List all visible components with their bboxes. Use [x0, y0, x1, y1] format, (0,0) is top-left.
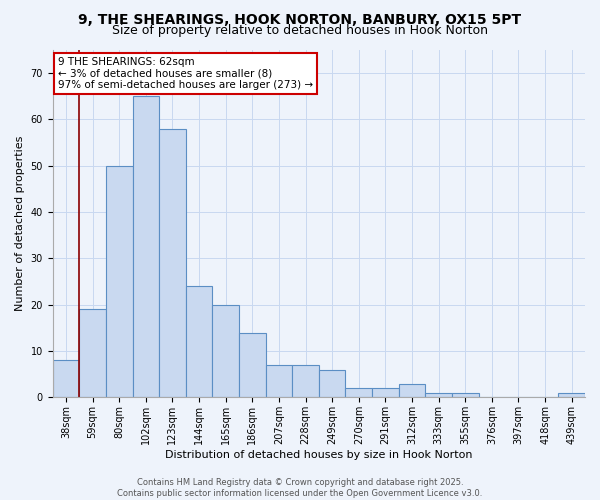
- Bar: [79, 310, 106, 398]
- Bar: [53, 360, 79, 398]
- Text: Contains HM Land Registry data © Crown copyright and database right 2025.
Contai: Contains HM Land Registry data © Crown c…: [118, 478, 482, 498]
- Bar: [398, 384, 425, 398]
- Bar: [266, 365, 292, 398]
- Bar: [292, 365, 319, 398]
- Text: Size of property relative to detached houses in Hook Norton: Size of property relative to detached ho…: [112, 24, 488, 37]
- Bar: [372, 388, 398, 398]
- X-axis label: Distribution of detached houses by size in Hook Norton: Distribution of detached houses by size …: [165, 450, 473, 460]
- Text: 9, THE SHEARINGS, HOOK NORTON, BANBURY, OX15 5PT: 9, THE SHEARINGS, HOOK NORTON, BANBURY, …: [79, 12, 521, 26]
- Text: 9 THE SHEARINGS: 62sqm
← 3% of detached houses are smaller (8)
97% of semi-detac: 9 THE SHEARINGS: 62sqm ← 3% of detached …: [58, 57, 313, 90]
- Bar: [319, 370, 346, 398]
- Bar: [346, 388, 372, 398]
- Bar: [425, 393, 452, 398]
- Bar: [239, 332, 266, 398]
- Bar: [559, 393, 585, 398]
- Bar: [186, 286, 212, 398]
- Bar: [452, 393, 479, 398]
- Bar: [212, 305, 239, 398]
- Bar: [159, 129, 186, 398]
- Bar: [106, 166, 133, 398]
- Bar: [133, 96, 159, 398]
- Y-axis label: Number of detached properties: Number of detached properties: [15, 136, 25, 312]
